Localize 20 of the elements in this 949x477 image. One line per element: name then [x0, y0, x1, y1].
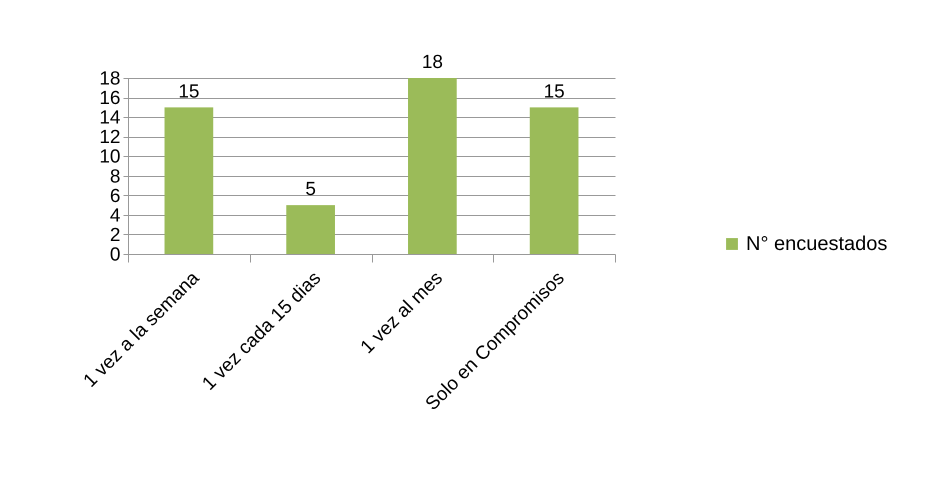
legend-label: N° encuestados	[746, 233, 888, 255]
y-tick-label: 12	[99, 127, 120, 148]
data-label: 5	[305, 179, 316, 200]
bar	[408, 78, 457, 254]
data-label: 15	[544, 81, 565, 102]
y-tick-label: 8	[110, 166, 120, 188]
x-tick-label: 1 vez al mes	[356, 268, 448, 358]
bar	[530, 107, 578, 254]
data-label: 18	[422, 52, 443, 73]
bar	[164, 107, 214, 254]
y-tick-label: 2	[110, 224, 120, 246]
data-label: 15	[178, 81, 200, 102]
y-tick-label: 16	[99, 88, 120, 110]
y-tick-label: 18	[99, 68, 120, 90]
y-tick-label: 14	[99, 108, 121, 129]
y-tick-label: 6	[110, 186, 120, 207]
y-tick-label: 0	[110, 244, 120, 266]
y-tick-label: 10	[99, 146, 120, 168]
y-tick-label: 4	[110, 205, 121, 226]
bar	[286, 205, 335, 254]
